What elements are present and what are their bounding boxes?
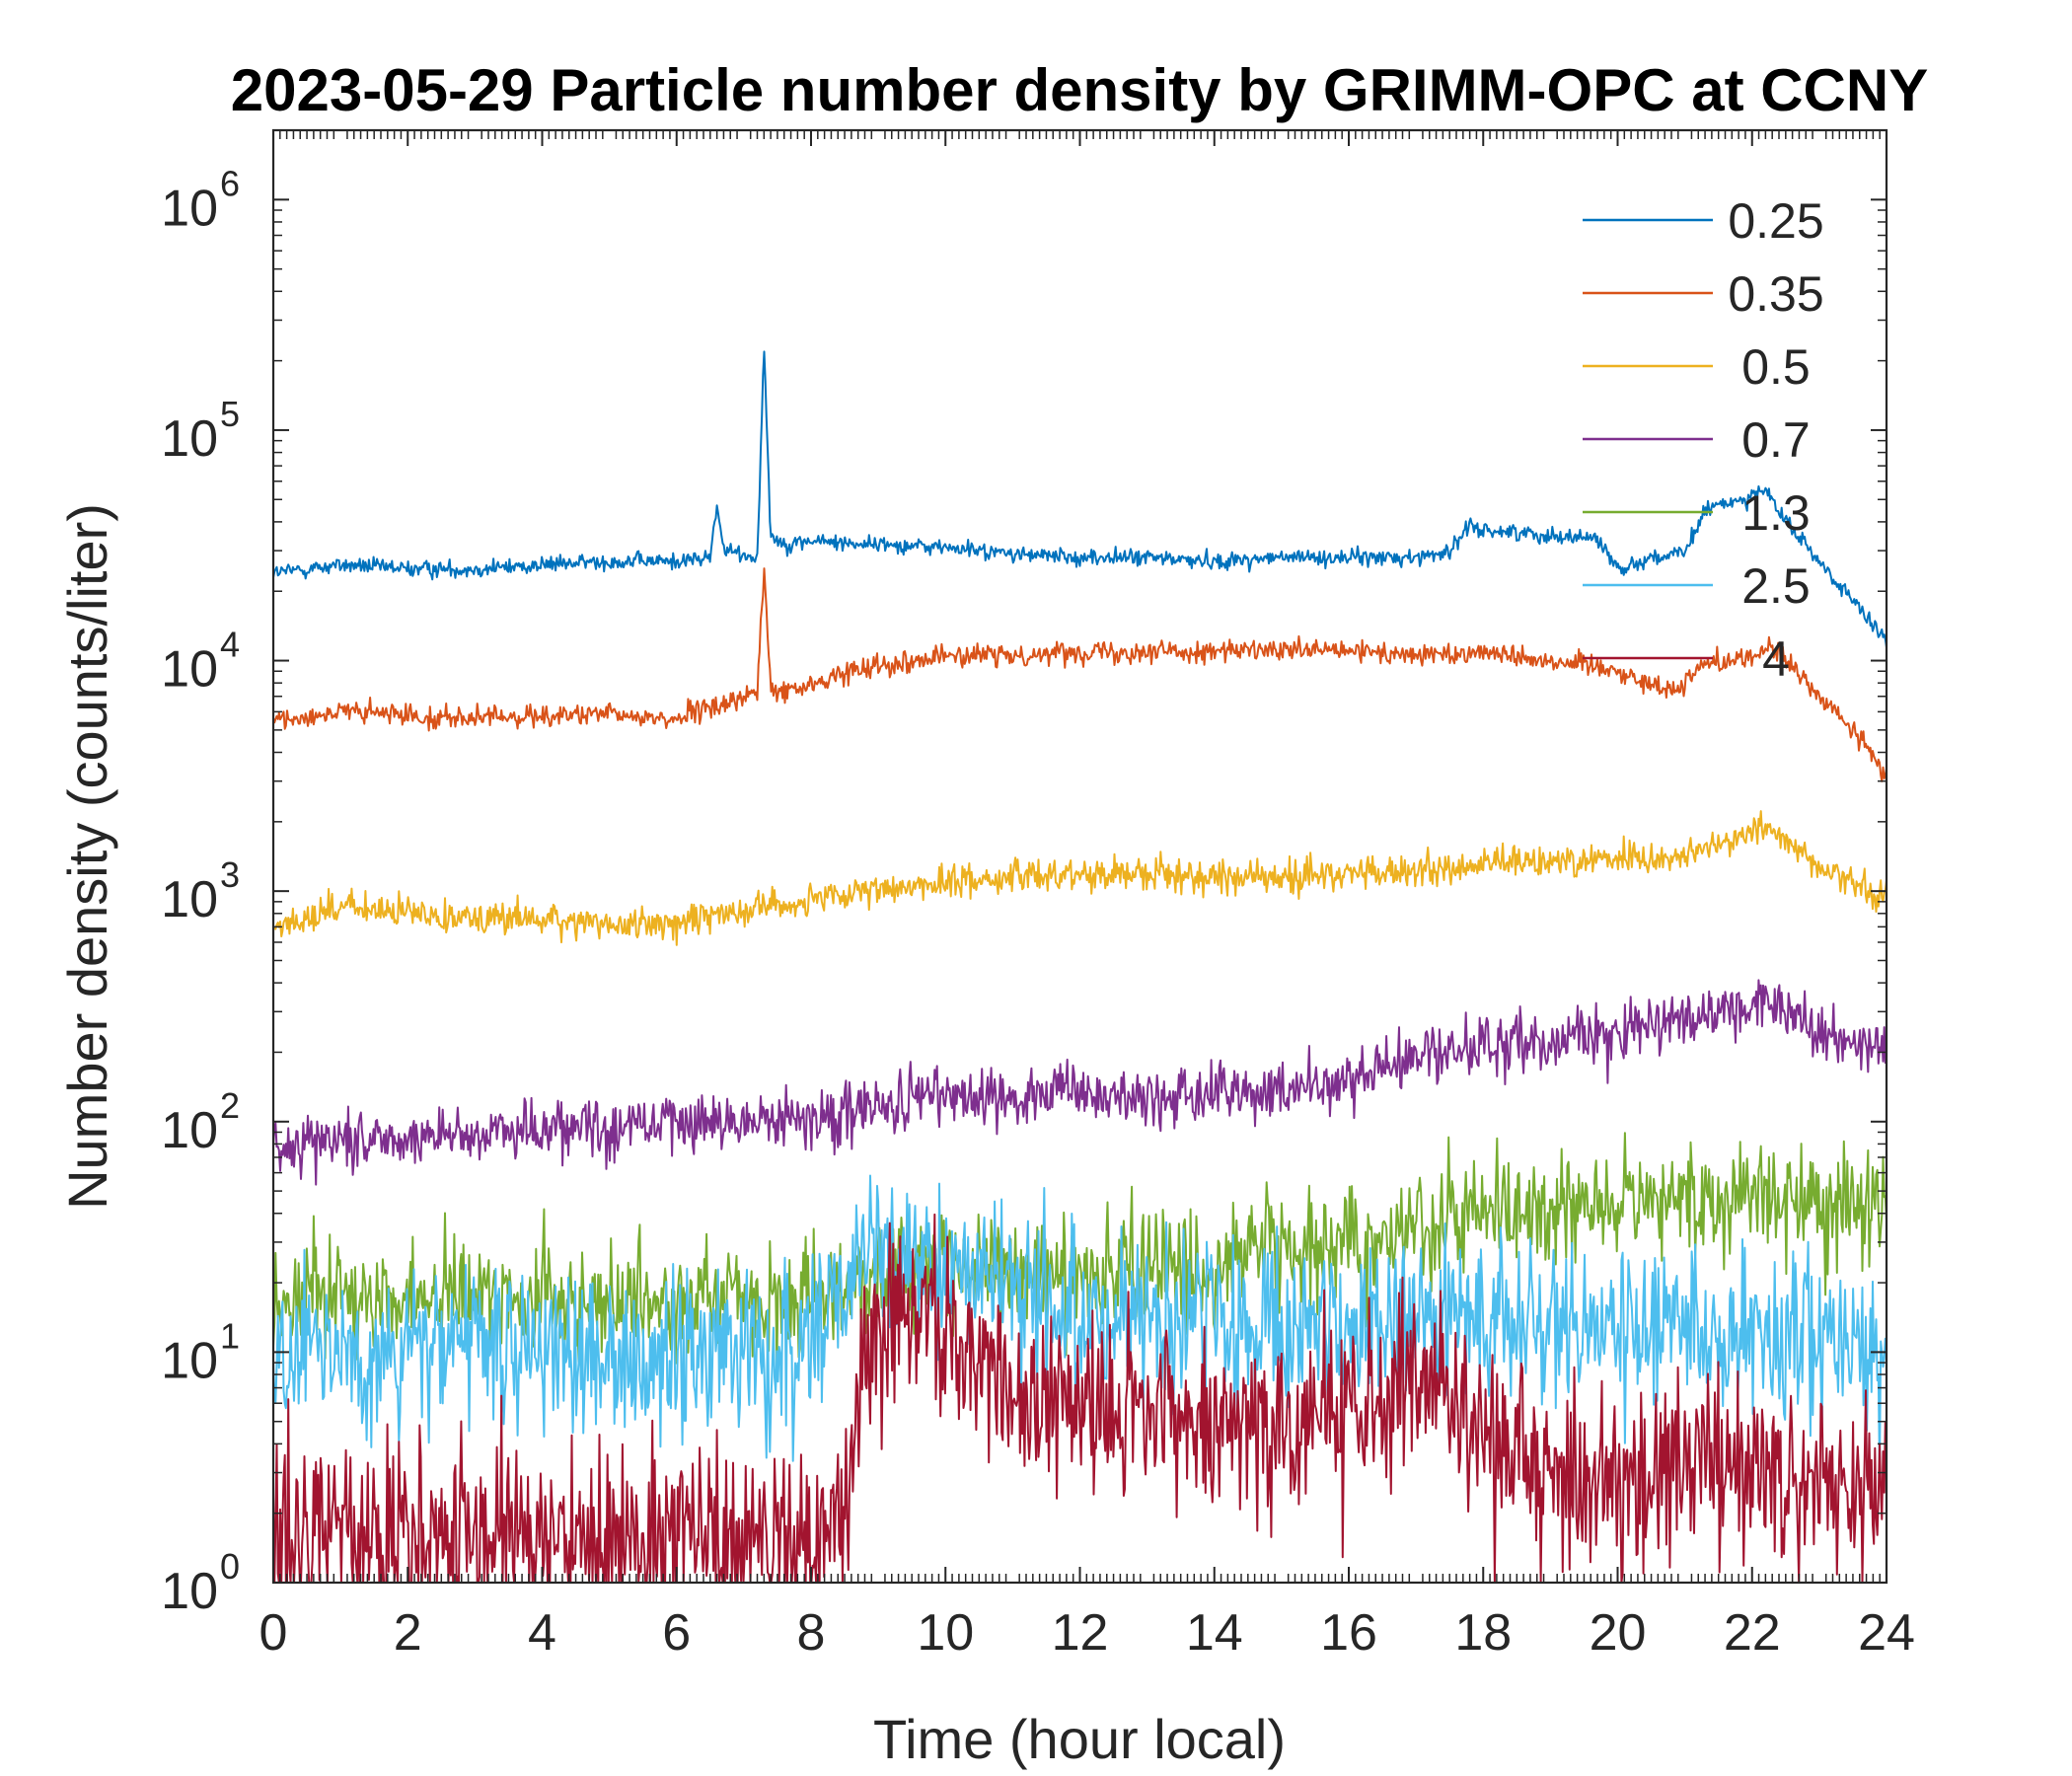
x-tick-label: 8 xyxy=(797,1604,826,1662)
y-tick-exponent: 2 xyxy=(220,1085,240,1126)
y-tick-label: 10 xyxy=(161,1563,218,1620)
legend-label: 0.35 xyxy=(1728,266,1823,322)
x-tick-label: 4 xyxy=(528,1604,556,1662)
legend-label: 0.7 xyxy=(1741,412,1811,468)
y-tick-exponent: 1 xyxy=(220,1315,240,1356)
legend-label: 1.3 xyxy=(1741,485,1811,541)
series-line-0-25 xyxy=(272,350,1887,648)
x-axis-label: Time (hour local) xyxy=(873,1708,1286,1770)
y-tick-label: 10 xyxy=(161,410,218,468)
series-line-4 xyxy=(272,1213,1887,1584)
legend: 0.25 0.35 0.5 0.7 1.3 2.5 4 xyxy=(1583,193,1824,687)
series-line-0-7 xyxy=(272,979,1887,1186)
y-tick-label: 10 xyxy=(161,1102,218,1159)
x-tick-label: 6 xyxy=(662,1604,691,1662)
x-tick-labels: 0 2 4 6 8 10 12 14 16 18 20 22 24 xyxy=(259,1604,1915,1662)
x-tick-label: 12 xyxy=(1052,1604,1109,1662)
x-tick-label: 10 xyxy=(917,1604,974,1662)
legend-label: 0.25 xyxy=(1728,193,1823,249)
x-tick-label: 2 xyxy=(394,1604,422,1662)
series-layer xyxy=(272,350,1887,1584)
series-line-0-5 xyxy=(272,810,1887,946)
x-tick-label: 14 xyxy=(1186,1604,1243,1662)
y-tick-exponent: 5 xyxy=(220,394,240,434)
y-axis-label: Number density (counts/liter) xyxy=(56,503,118,1210)
y-tick-label: 10 xyxy=(161,871,218,928)
x-tick-label: 20 xyxy=(1590,1604,1647,1662)
chart-title: 2023-05-29 Particle number density by GR… xyxy=(231,57,1929,123)
y-tick-label: 10 xyxy=(161,1332,218,1389)
y-tick-exponent: 3 xyxy=(220,854,240,895)
y-tick-exponent: 0 xyxy=(220,1546,240,1587)
legend-label: 2.5 xyxy=(1741,558,1811,614)
axes-box xyxy=(271,128,1888,1585)
y-tick-label: 10 xyxy=(161,180,218,237)
x-tick-label: 16 xyxy=(1320,1604,1377,1662)
x-tick-label: 24 xyxy=(1858,1604,1915,1662)
series-line-1-3 xyxy=(272,1132,1887,1371)
x-tick-label: 0 xyxy=(259,1604,288,1662)
legend-label: 0.5 xyxy=(1741,339,1811,395)
legend-label: 4 xyxy=(1762,631,1790,687)
x-tick-label: 18 xyxy=(1454,1604,1512,1662)
series-line-0-35 xyxy=(272,567,1887,782)
series-line-2-5 xyxy=(272,1174,1887,1471)
y-tick-exponent: 4 xyxy=(220,625,240,665)
y-tick-label: 10 xyxy=(161,641,218,699)
x-tick-label: 22 xyxy=(1724,1604,1781,1662)
minor-ticks xyxy=(273,129,1887,1583)
y-tick-exponent: 6 xyxy=(220,163,240,203)
